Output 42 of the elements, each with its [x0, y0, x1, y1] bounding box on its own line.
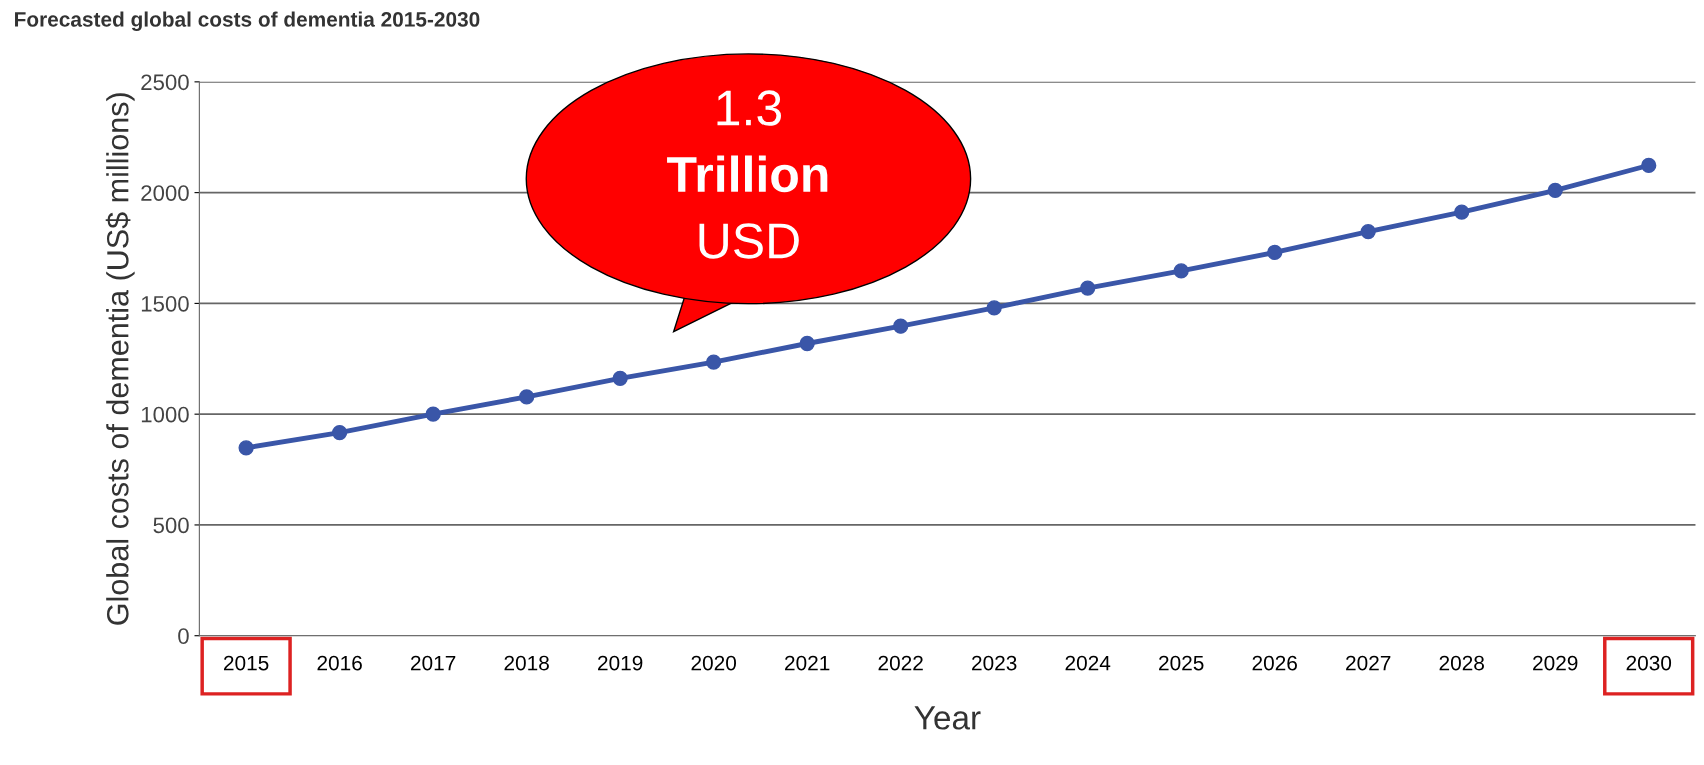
point: [1547, 182, 1563, 199]
x-tick-label: 2028: [1439, 655, 1484, 671]
x-tick-label: 2021: [785, 655, 830, 671]
x-tick-label: 2023: [972, 655, 1017, 671]
x-tick-label: 2026: [1252, 655, 1297, 671]
y-tick-label: 2000: [141, 185, 189, 201]
x-tick-label: 2015: [224, 655, 269, 671]
x-tick-label: 2030: [1626, 655, 1672, 671]
point: [799, 335, 815, 352]
y-tick-label: 500: [153, 517, 189, 534]
x-tick-label: 2019: [598, 655, 643, 671]
point: [425, 406, 441, 422]
point: [612, 370, 628, 386]
point: [1360, 223, 1376, 240]
x-tick-label: 2025: [1159, 655, 1204, 671]
point: [238, 440, 254, 456]
annotation: 1.3 Trillion USD: [667, 90, 828, 259]
x-tick-label: 2027: [1346, 655, 1391, 671]
point: [331, 424, 348, 441]
x-tick-label: 2018: [504, 655, 549, 671]
x-tick-label: 2022: [878, 655, 923, 671]
x-axis-title: Year: [914, 706, 981, 730]
y-tick-label: 1000: [141, 406, 189, 423]
point: [519, 389, 535, 405]
point: [706, 354, 722, 370]
y-axis-title: Global costs of dementia (US$ millions): [105, 93, 135, 625]
x-tick-label: 2016: [317, 655, 362, 671]
point: [893, 318, 909, 334]
point: [1267, 244, 1283, 261]
point: [1173, 263, 1189, 279]
point: [1080, 280, 1096, 296]
point: [1641, 157, 1657, 174]
y-tick-label: 1500: [141, 295, 189, 312]
x-tick-label: 2024: [1065, 655, 1111, 671]
chart-title: Forecasted global costs of dementia 2015-2030: [15, 11, 480, 31]
point: [1454, 204, 1470, 220]
y-tick-label: 0: [178, 628, 189, 644]
point: [986, 300, 1002, 316]
x-tick-label: 2029: [1533, 655, 1578, 671]
x-tick-label: 2020: [691, 655, 737, 671]
y-tick-label: 2500: [141, 74, 189, 91]
x-tick-label: 2017: [411, 655, 456, 671]
